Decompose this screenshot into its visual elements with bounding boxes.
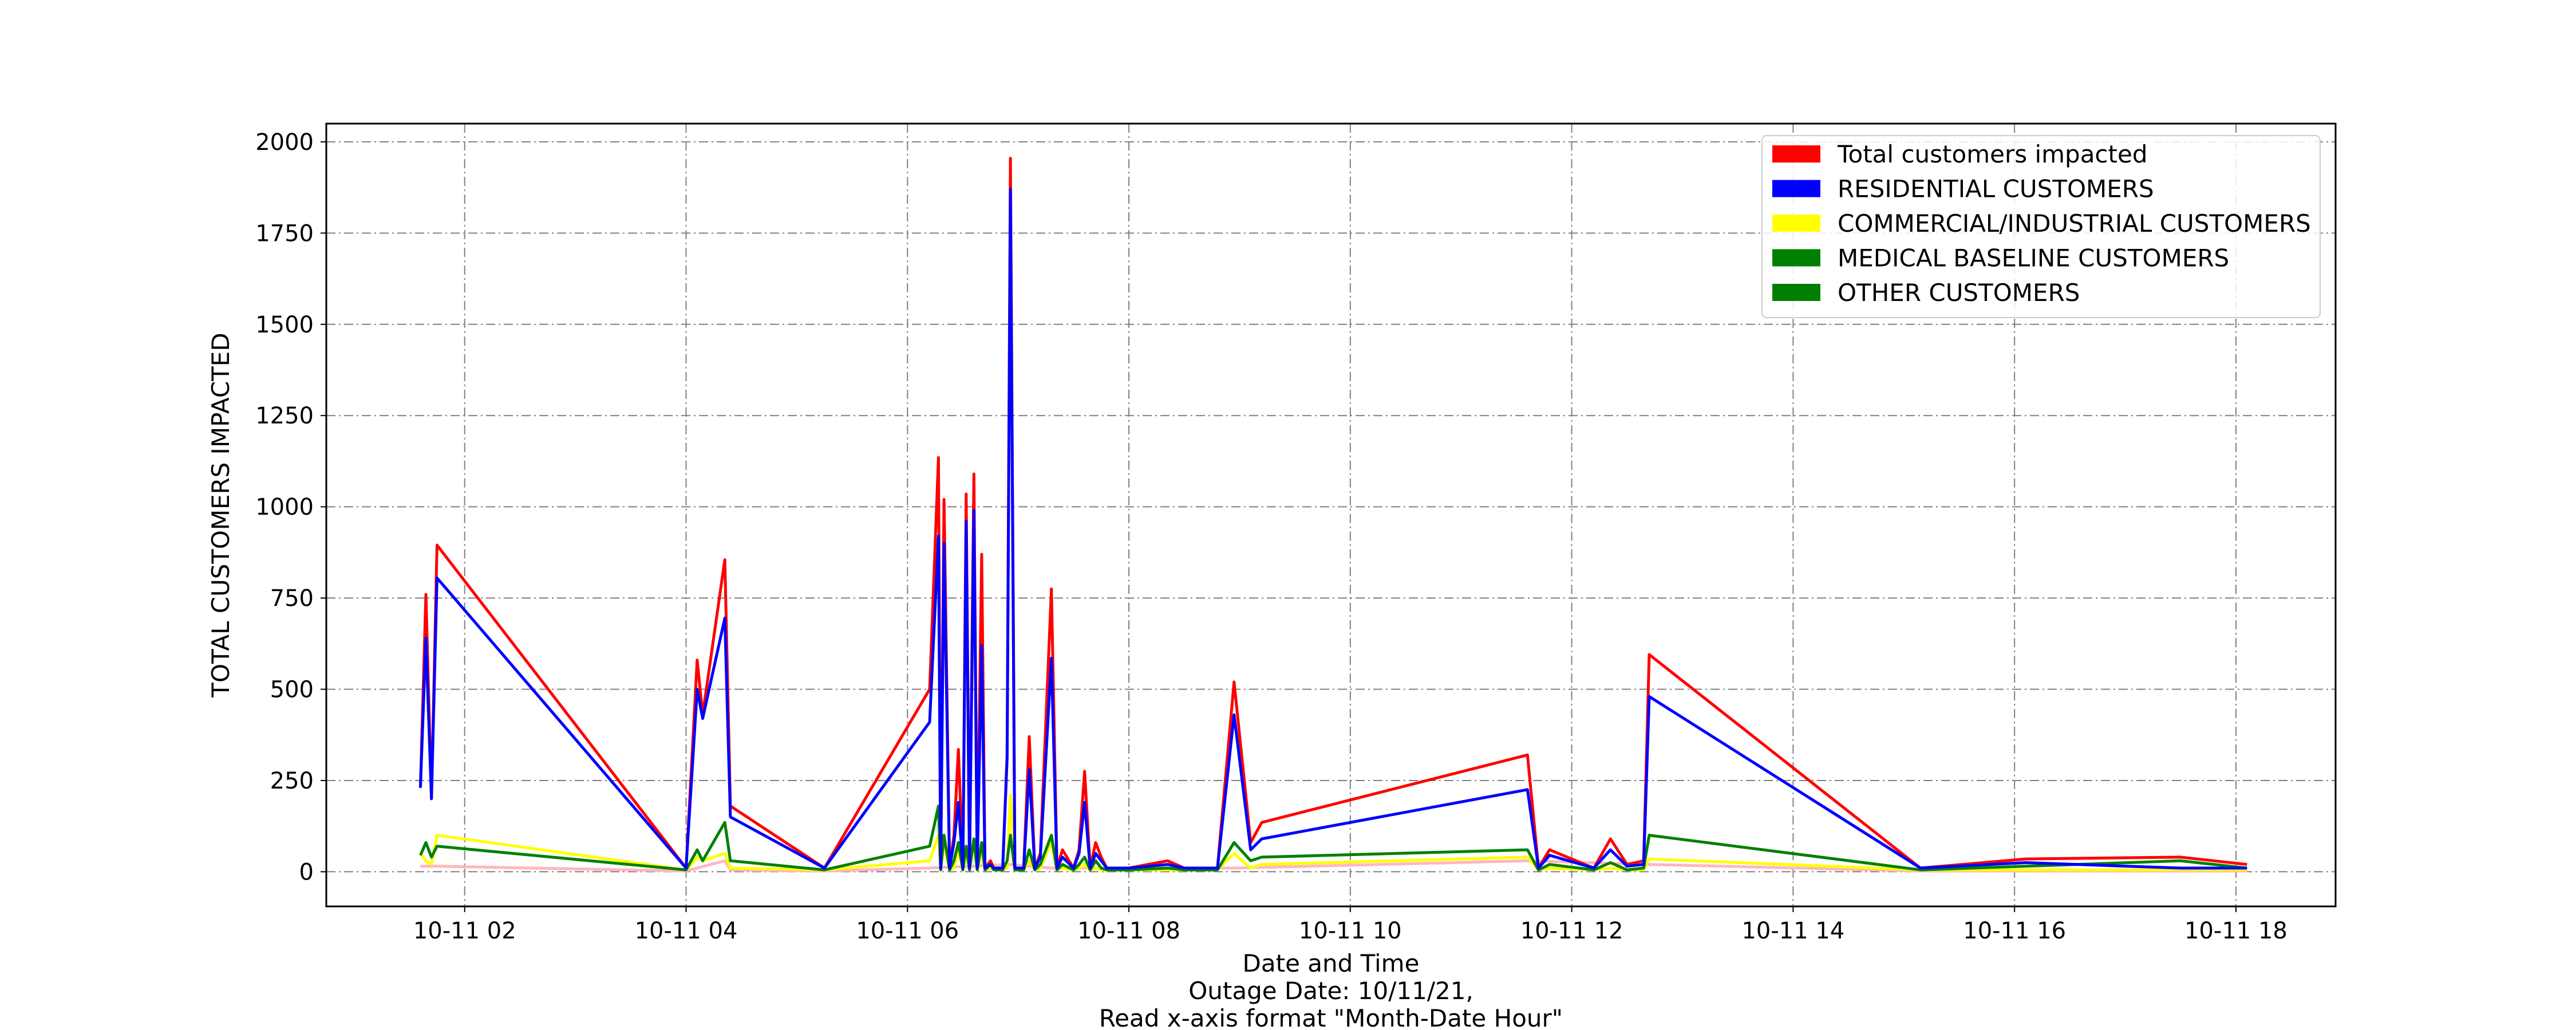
y-tick-label: 500 [270,677,314,703]
x-tick-label: 10-11 10 [1299,918,1402,944]
series-line-commercial-industrial-customers [419,794,2247,871]
x-tick-label: 10-11 04 [635,918,738,944]
legend-swatch-residential-customers [1772,180,1820,197]
y-tick-label: 250 [270,768,314,794]
legend-label-commercial-industrial-customers: COMMERCIAL/INDUSTRIAL CUSTOMERS [1838,209,2311,237]
y-axis: 0 250 500 750 1000 1250 1500 1750 2000 [255,129,326,885]
series-line-medical-baseline-customers [419,805,2247,871]
legend-label-total-customers-impacted: Total customers impacted [1837,140,2148,168]
legend-label-residential-customers: RESIDENTIAL CUSTOMERS [1838,175,2154,203]
plot-frame [325,122,2337,908]
x-tick-label: 10-11 14 [1741,918,1844,944]
x-tick-label: 10-11 16 [1963,918,2066,944]
y-tick-label: 750 [270,585,314,612]
legend-swatch-total-customers-impacted [1772,145,1820,163]
legend: Total customers impacted RESIDENTIAL CUST… [1761,135,2321,318]
legend-swatch-commercial-industrial-customers [1772,215,1820,232]
x-axis-label-line-3: Read x-axis format "Month-Date Hour" [1099,1004,1563,1030]
x-tick-label: 10-11 06 [856,918,959,944]
x-tick-label: 10-11 18 [2184,918,2287,944]
y-tick-label: 1250 [255,403,314,429]
series-line-residential-customers [418,188,2247,870]
legend-box [1761,135,2321,318]
series-lines [418,157,2247,873]
x-axis-label-line-2: Outage Date: 10/11/21, [1188,977,1473,1005]
x-axis: 10-11 02 10-11 04 10-11 06 10-11 08 10-11 10… [413,906,2287,944]
legend-swatch-other-customers [1772,284,1820,301]
x-axis-label-line-1: Date and Time [1243,949,1420,977]
y-tick-label: 0 [299,859,314,885]
y-tick-label: 1500 [255,312,314,338]
y-tick-label: 1000 [255,494,314,521]
x-tick-label: 10-11 02 [413,918,516,944]
y-axis-label: TOTAL CUSTOMERS IMPACTED [207,332,235,698]
legend-label-medical-baseline-customers: MEDICAL BASELINE CUSTOMERS [1838,244,2229,272]
x-tick-label: 10-11 12 [1520,918,1623,944]
y-tick-label: 1750 [255,220,314,247]
y-tick-label: 2000 [255,129,314,156]
x-tick-label: 10-11 08 [1077,918,1180,944]
legend-label-other-customers: OTHER CUSTOMERS [1838,279,2080,307]
legend-swatch-medical-baseline-customers [1772,249,1820,267]
